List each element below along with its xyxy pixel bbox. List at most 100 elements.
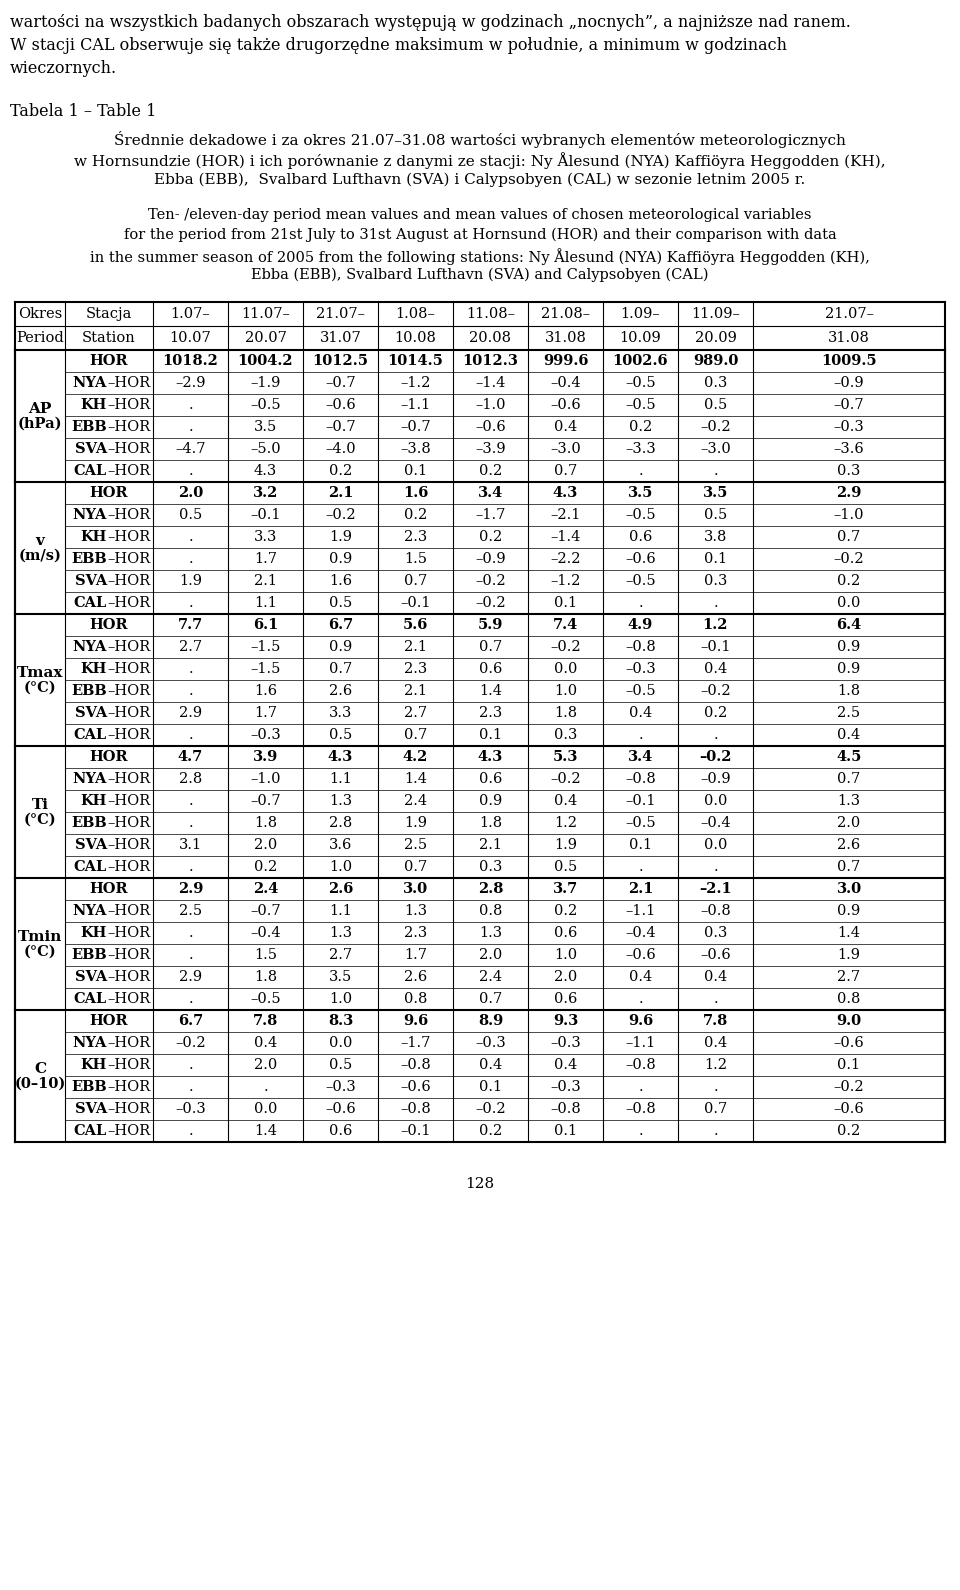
Text: SVA: SVA: [75, 1102, 107, 1116]
Text: –1.7: –1.7: [475, 507, 506, 522]
Text: –0.8: –0.8: [550, 1102, 581, 1116]
Text: –HOR: –HOR: [107, 728, 150, 743]
Text: 2.9: 2.9: [179, 970, 202, 984]
Text: 0.1: 0.1: [554, 1124, 577, 1138]
Text: 0.6: 0.6: [329, 1124, 352, 1138]
Text: 1.8: 1.8: [479, 816, 502, 830]
Text: –HOR: –HOR: [107, 706, 150, 720]
Text: 2.9: 2.9: [179, 706, 202, 720]
Text: 999.6: 999.6: [542, 355, 588, 367]
Text: –HOR: –HOR: [107, 838, 150, 852]
Text: HOR: HOR: [89, 619, 129, 631]
Text: 0.9: 0.9: [837, 641, 860, 653]
Text: –0.5: –0.5: [251, 992, 281, 1006]
Text: 10.09: 10.09: [619, 331, 661, 345]
Text: 1018.2: 1018.2: [162, 355, 219, 367]
Text: 3.4: 3.4: [628, 750, 653, 765]
Text: SVA: SVA: [75, 838, 107, 852]
Text: 0.1: 0.1: [479, 1080, 502, 1094]
Text: 0.6: 0.6: [479, 661, 502, 676]
Text: –0.4: –0.4: [550, 375, 581, 390]
Text: .: .: [263, 1080, 268, 1094]
Text: 2.1: 2.1: [254, 574, 277, 588]
Text: 2.0: 2.0: [479, 948, 502, 962]
Text: 1.0: 1.0: [554, 948, 577, 962]
Text: 0.5: 0.5: [329, 596, 352, 611]
Text: –0.7: –0.7: [833, 398, 864, 412]
Text: 3.7: 3.7: [553, 882, 578, 897]
Text: –0.1: –0.1: [400, 596, 431, 611]
Text: wieczornych.: wieczornych.: [10, 60, 117, 76]
Text: 1.9: 1.9: [179, 574, 202, 588]
Text: 0.1: 0.1: [404, 464, 427, 479]
Text: 1.5: 1.5: [404, 552, 427, 566]
Text: –0.2: –0.2: [833, 552, 864, 566]
Text: 4.5: 4.5: [836, 750, 862, 765]
Text: 0.2: 0.2: [479, 1124, 502, 1138]
Text: –HOR: –HOR: [107, 793, 150, 808]
Text: 7.8: 7.8: [703, 1014, 728, 1029]
Text: KH: KH: [81, 925, 107, 940]
Text: –0.3: –0.3: [251, 728, 281, 743]
Text: 0.7: 0.7: [704, 1102, 727, 1116]
Text: 1.9: 1.9: [329, 529, 352, 544]
Text: –3.0: –3.0: [700, 442, 731, 456]
Text: 0.7: 0.7: [404, 574, 427, 588]
Text: 7.8: 7.8: [252, 1014, 278, 1029]
Text: W stacji CAL obserwuje się także drugorzędne maksimum w południe, a minimum w go: W stacji CAL obserwuje się także drugorz…: [10, 37, 787, 54]
Text: 2.4: 2.4: [252, 882, 278, 897]
Text: –HOR: –HOR: [107, 1057, 150, 1072]
Text: SVA: SVA: [75, 442, 107, 456]
Text: .: .: [188, 420, 193, 434]
Text: Średnnie dekadowe i za okres 21.07–31.08 wartości wybranych elementów meteorolog: Średnnie dekadowe i za okres 21.07–31.08…: [114, 130, 846, 148]
Text: Tabela 1 – Table 1: Tabela 1 – Table 1: [10, 103, 156, 119]
Text: 1.8: 1.8: [554, 706, 577, 720]
Text: 0.7: 0.7: [479, 641, 502, 653]
Text: EBB: EBB: [71, 552, 107, 566]
Text: 0.2: 0.2: [837, 1124, 860, 1138]
Text: –0.4: –0.4: [700, 816, 731, 830]
Text: KH: KH: [81, 793, 107, 808]
Text: –4.7: –4.7: [176, 442, 205, 456]
Text: 0.9: 0.9: [329, 552, 352, 566]
Text: 1.1: 1.1: [254, 596, 276, 611]
Text: 2.1: 2.1: [404, 684, 427, 698]
Text: –HOR: –HOR: [107, 970, 150, 984]
Text: .: .: [638, 596, 643, 611]
Text: 1.3: 1.3: [329, 925, 352, 940]
Text: .: .: [638, 1124, 643, 1138]
Text: 0.7: 0.7: [837, 773, 860, 785]
Text: –0.1: –0.1: [700, 641, 731, 653]
Text: 6.7: 6.7: [178, 1014, 204, 1029]
Text: 2.4: 2.4: [404, 793, 427, 808]
Text: 0.1: 0.1: [479, 728, 502, 743]
Text: 0.0: 0.0: [837, 596, 861, 611]
Text: 3.3: 3.3: [329, 706, 352, 720]
Text: –0.7: –0.7: [325, 375, 356, 390]
Text: .: .: [188, 596, 193, 611]
Text: –0.4: –0.4: [251, 925, 281, 940]
Text: –1.2: –1.2: [400, 375, 431, 390]
Text: 3.4: 3.4: [478, 487, 503, 499]
Text: 0.6: 0.6: [554, 925, 577, 940]
Text: 2.8: 2.8: [329, 816, 352, 830]
Text: –3.8: –3.8: [400, 442, 431, 456]
Text: 2.1: 2.1: [628, 882, 653, 897]
Text: –0.8: –0.8: [625, 1057, 656, 1072]
Text: 0.1: 0.1: [837, 1057, 860, 1072]
Text: –0.5: –0.5: [625, 375, 656, 390]
Text: 0.1: 0.1: [629, 838, 652, 852]
Text: 10.07: 10.07: [170, 331, 211, 345]
Text: 7.7: 7.7: [178, 619, 204, 631]
Text: –4.0: –4.0: [325, 442, 356, 456]
Text: 20.08: 20.08: [469, 331, 512, 345]
Text: –0.2: –0.2: [325, 507, 356, 522]
Text: –3.3: –3.3: [625, 442, 656, 456]
Text: 1004.2: 1004.2: [238, 355, 294, 367]
Text: 1012.3: 1012.3: [463, 355, 518, 367]
Text: 0.3: 0.3: [704, 925, 727, 940]
Text: .: .: [188, 1057, 193, 1072]
Text: –0.3: –0.3: [175, 1102, 205, 1116]
Text: 1.3: 1.3: [404, 905, 427, 917]
Text: 0.4: 0.4: [629, 706, 652, 720]
